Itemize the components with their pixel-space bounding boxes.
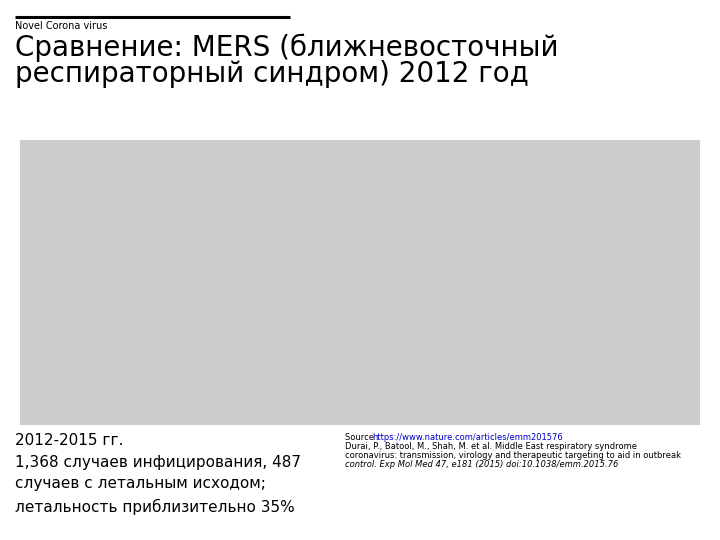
Text: Durai, P., Batool, M., Shah, M. et al. Middle East respiratory syndrome: Durai, P., Batool, M., Shah, M. et al. M… [345,442,637,451]
Text: Сравнение: MERS (ближневосточный: Сравнение: MERS (ближневосточный [15,34,559,63]
Text: https://www.nature.com/articles/emm201576: https://www.nature.com/articles/emm20157… [372,433,563,442]
Text: Source :: Source : [345,433,382,442]
Bar [20,140,700,425]
Text: Novel Corona virus: Novel Corona virus [15,21,107,31]
Text: респираторный синдром) 2012 год: респираторный синдром) 2012 год [15,60,529,88]
Text: coronavirus: transmission, virology and therapeutic targeting to aid in outbreak: coronavirus: transmission, virology and … [345,451,681,460]
Text: control. Exp Mol Med 47, e181 (2015) doi:10.1038/emm.2015.76: control. Exp Mol Med 47, e181 (2015) doi… [345,460,618,469]
Text: 2012-2015 гг.
1,368 случаев инфицирования, 487
случаев с летальным исходом;
лета: 2012-2015 гг. 1,368 случаев инфицировани… [15,433,301,515]
